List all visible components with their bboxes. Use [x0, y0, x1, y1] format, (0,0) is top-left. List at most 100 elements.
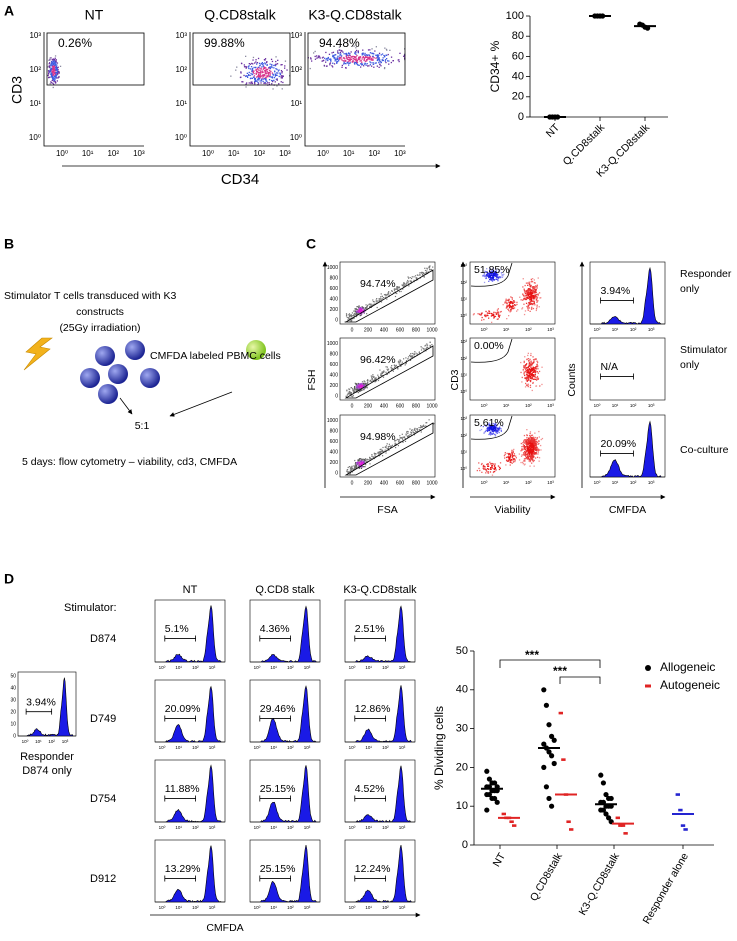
x-tick-label: 10³: [394, 149, 406, 158]
event-dot: [489, 311, 490, 312]
event-dot: [493, 463, 494, 464]
x-tick-label: 10³: [399, 665, 406, 670]
x-tick-label: 400: [380, 480, 389, 486]
event-dot: [253, 73, 254, 74]
y-tick-label: 30: [456, 723, 468, 735]
arrow: [120, 398, 132, 414]
event-dot: [310, 68, 311, 69]
event-dot: [409, 428, 410, 429]
y-tick-label: 800: [330, 351, 339, 357]
event-dot: [485, 311, 486, 312]
event-dot: [359, 59, 360, 60]
event-dot: [526, 295, 527, 296]
event-dot: [385, 62, 386, 63]
event-dot: [522, 307, 523, 308]
event-dot: [530, 443, 531, 444]
gate-range: [260, 635, 291, 641]
event-dot: [269, 76, 270, 77]
event-dot: [388, 291, 389, 292]
event-dot: [498, 312, 499, 313]
event-dot: [533, 460, 534, 461]
row-label: Co-culture: [680, 444, 729, 456]
event-dot: [254, 83, 255, 84]
event-dot: [523, 373, 524, 374]
gate-percent: 94.74%: [360, 278, 396, 290]
event-dot: [490, 463, 491, 464]
x-tick-label: 10⁰: [317, 149, 329, 158]
event-dot: [497, 433, 498, 434]
data-point: [609, 796, 614, 801]
event-dot: [358, 59, 359, 60]
event-dot: [53, 69, 54, 70]
event-dot: [427, 268, 428, 269]
event-dot: [359, 458, 360, 459]
event-dot: [331, 65, 332, 66]
x-tick-label: 10¹: [365, 745, 372, 750]
event-dot: [412, 353, 413, 354]
y-tick-label: 0: [335, 317, 338, 323]
event-dot: [523, 366, 524, 367]
event-dot: [370, 304, 371, 305]
event-dot: [372, 299, 373, 300]
event-dot: [488, 281, 489, 282]
event-dot: [524, 367, 525, 368]
gate-range: [165, 795, 196, 801]
event-dot: [508, 302, 509, 303]
event-dot: [512, 457, 513, 458]
event-dot: [349, 393, 350, 394]
event-dot: [356, 387, 357, 388]
event-dot: [368, 65, 369, 66]
event-dot: [516, 302, 517, 303]
event-dot: [355, 312, 356, 313]
event-dot: [539, 386, 540, 387]
event-dot: [526, 429, 527, 430]
event-dot: [329, 54, 330, 55]
event-dot: [522, 454, 523, 455]
event-dot: [387, 367, 388, 368]
event-dot: [532, 383, 533, 384]
x-tick-label: 10³: [209, 825, 216, 830]
gate-percent: 3.94%: [26, 696, 56, 708]
event-dot: [371, 377, 372, 378]
axis-label: CD3: [9, 76, 25, 104]
event-dot: [266, 75, 267, 76]
event-dot: [55, 58, 56, 59]
event-dot: [525, 458, 526, 459]
event-dot: [524, 292, 525, 293]
event-dot: [256, 81, 257, 82]
column-title: NT: [183, 584, 198, 596]
event-dot: [405, 364, 406, 365]
event-dot: [369, 457, 370, 458]
event-dot: [351, 51, 352, 52]
y-tick-label: 50: [10, 673, 16, 679]
x-tick-label: 10⁰: [349, 905, 356, 910]
event-dot: [380, 65, 381, 66]
event-dot: [498, 465, 499, 466]
x-tick-label: 10¹: [343, 149, 355, 158]
event-dot: [375, 58, 376, 59]
event-dot: [496, 432, 497, 433]
event-dot: [345, 60, 346, 61]
event-dot: [512, 299, 513, 300]
event-dot: [538, 451, 539, 452]
event-dot: [253, 77, 254, 78]
event-dot: [531, 307, 532, 308]
x-tick-label: 1000: [426, 403, 437, 409]
event-dot: [501, 431, 502, 432]
event-dot: [367, 305, 368, 306]
event-dot: [49, 77, 50, 78]
event-dot: [57, 80, 58, 81]
event-dot: [399, 363, 400, 364]
event-dot: [535, 359, 536, 360]
event-dot: [524, 435, 525, 436]
event-dot: [358, 384, 359, 385]
event-dot: [337, 50, 338, 51]
event-dot: [536, 286, 537, 287]
event-dot: [511, 459, 512, 460]
x-tick-label: 10¹: [35, 739, 42, 744]
density-plot: [47, 55, 61, 88]
event-dot: [379, 67, 380, 68]
event-dot: [373, 457, 374, 458]
event-dot: [521, 299, 522, 300]
gate-range: [260, 715, 291, 721]
